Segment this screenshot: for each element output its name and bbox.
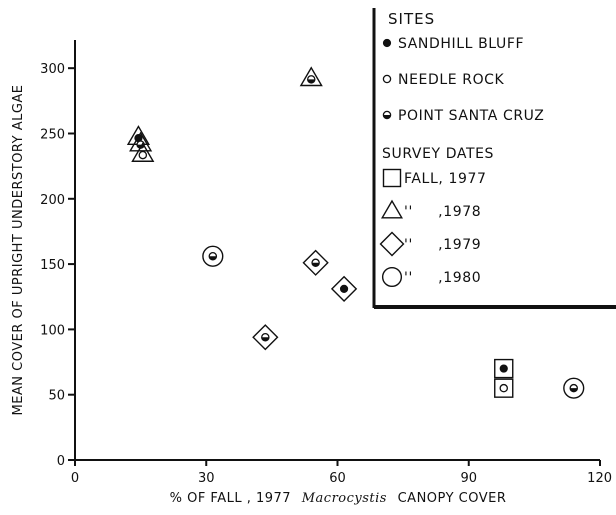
- x-axis-label: % OF FALL , 1977 Macrocystis CANOPY COVE…: [170, 491, 507, 506]
- x-tick-label: 0: [71, 471, 79, 486]
- legend-site-dot: [382, 110, 392, 120]
- data-point: [299, 66, 323, 87]
- circle-marker: [202, 245, 224, 267]
- square-marker: [494, 378, 514, 398]
- data-point: [330, 275, 358, 303]
- legend-site-dot: [382, 74, 392, 84]
- site-dot: [261, 332, 270, 342]
- x-tick-label: 90: [460, 471, 477, 486]
- legend-date-entry: FALL, 1977: [382, 168, 486, 188]
- triangle-marker: [131, 142, 155, 162]
- site-dot: [208, 252, 218, 261]
- legend: SITES SANDHILL BLUFF NEEDLE ROCK POINT SAN…: [372, 8, 616, 309]
- legend-date-label: '' ,1980: [404, 270, 481, 286]
- legend-date-label: '' ,1979: [404, 237, 481, 253]
- site-dot: [339, 284, 349, 294]
- diamond-marker: [302, 249, 329, 276]
- legend-date-entry: '' ,1980: [381, 266, 481, 288]
- legend-diamond-icon: [379, 231, 405, 257]
- legend-dates-title: SURVEY DATES: [382, 146, 494, 162]
- legend-triangle-icon: [381, 199, 403, 219]
- y-tick-label: 150: [40, 258, 65, 273]
- data-point: [563, 377, 585, 399]
- data-point: [302, 249, 329, 276]
- x-tick-label: 30: [198, 471, 215, 486]
- diamond-marker: [252, 324, 279, 351]
- legend-date-entry: '' ,1978: [381, 199, 481, 220]
- legend-date-label: '' ,1978: [404, 204, 481, 220]
- legend-date-entry: '' ,1979: [379, 231, 481, 257]
- legend-site-dot: [382, 38, 392, 48]
- site-dot: [499, 364, 508, 373]
- data-point: [494, 358, 514, 379]
- x-axis-label-prefix: % OF FALL , 1977: [170, 491, 291, 506]
- data-point: [252, 324, 279, 351]
- y-tick-label: 250: [40, 127, 65, 142]
- legend-site-label: SANDHILL BLUFF: [398, 36, 524, 52]
- square-marker: [494, 358, 514, 379]
- x-tick-label: 60: [329, 471, 346, 486]
- y-tick-label: 200: [40, 193, 65, 208]
- legend-site-entry: NEEDLE ROCK: [382, 72, 505, 88]
- x-tick-label: 120: [587, 471, 612, 486]
- legend-date-label: FALL, 1977: [404, 171, 486, 187]
- y-tick-label: 300: [40, 62, 65, 77]
- legend-square-icon: [382, 168, 402, 188]
- circle-marker: [563, 377, 585, 399]
- y-axis-label: MEAN COVER OF UPRIGHT UNDERSTORY ALGAE: [11, 84, 26, 415]
- diamond-marker: [330, 275, 358, 303]
- x-axis-ticks: 0 30 60 90 120: [71, 460, 612, 486]
- data-point: [494, 378, 514, 398]
- site-dot: [306, 75, 316, 84]
- y-tick-label: 100: [40, 323, 65, 338]
- data-point: [131, 142, 155, 162]
- triangle-marker: [129, 131, 153, 152]
- legend-sites-title: SITES: [388, 10, 435, 28]
- data-point: [202, 245, 224, 267]
- legend-site-entry: POINT SANTA CRUZ: [382, 108, 544, 124]
- y-tick-label: 0: [57, 454, 65, 469]
- site-dot: [499, 383, 508, 393]
- legend-circle-icon: [381, 266, 403, 288]
- triangle-marker: [299, 66, 323, 87]
- site-dot: [138, 150, 148, 160]
- site-dot: [311, 258, 320, 268]
- legend-site-entry: SANDHILL BLUFF: [382, 36, 524, 52]
- y-axis-ticks: 0 50 100 150 200 250 300: [40, 62, 75, 469]
- site-dot: [569, 383, 579, 393]
- data-points: [126, 66, 585, 399]
- legend-site-label: NEEDLE ROCK: [398, 72, 505, 88]
- x-axis-label-italic: Macrocystis: [301, 491, 387, 506]
- y-tick-label: 50: [48, 389, 65, 404]
- x-axis-label-suffix: CANOPY COVER: [398, 491, 507, 506]
- legend-site-label: POINT SANTA CRUZ: [398, 108, 544, 124]
